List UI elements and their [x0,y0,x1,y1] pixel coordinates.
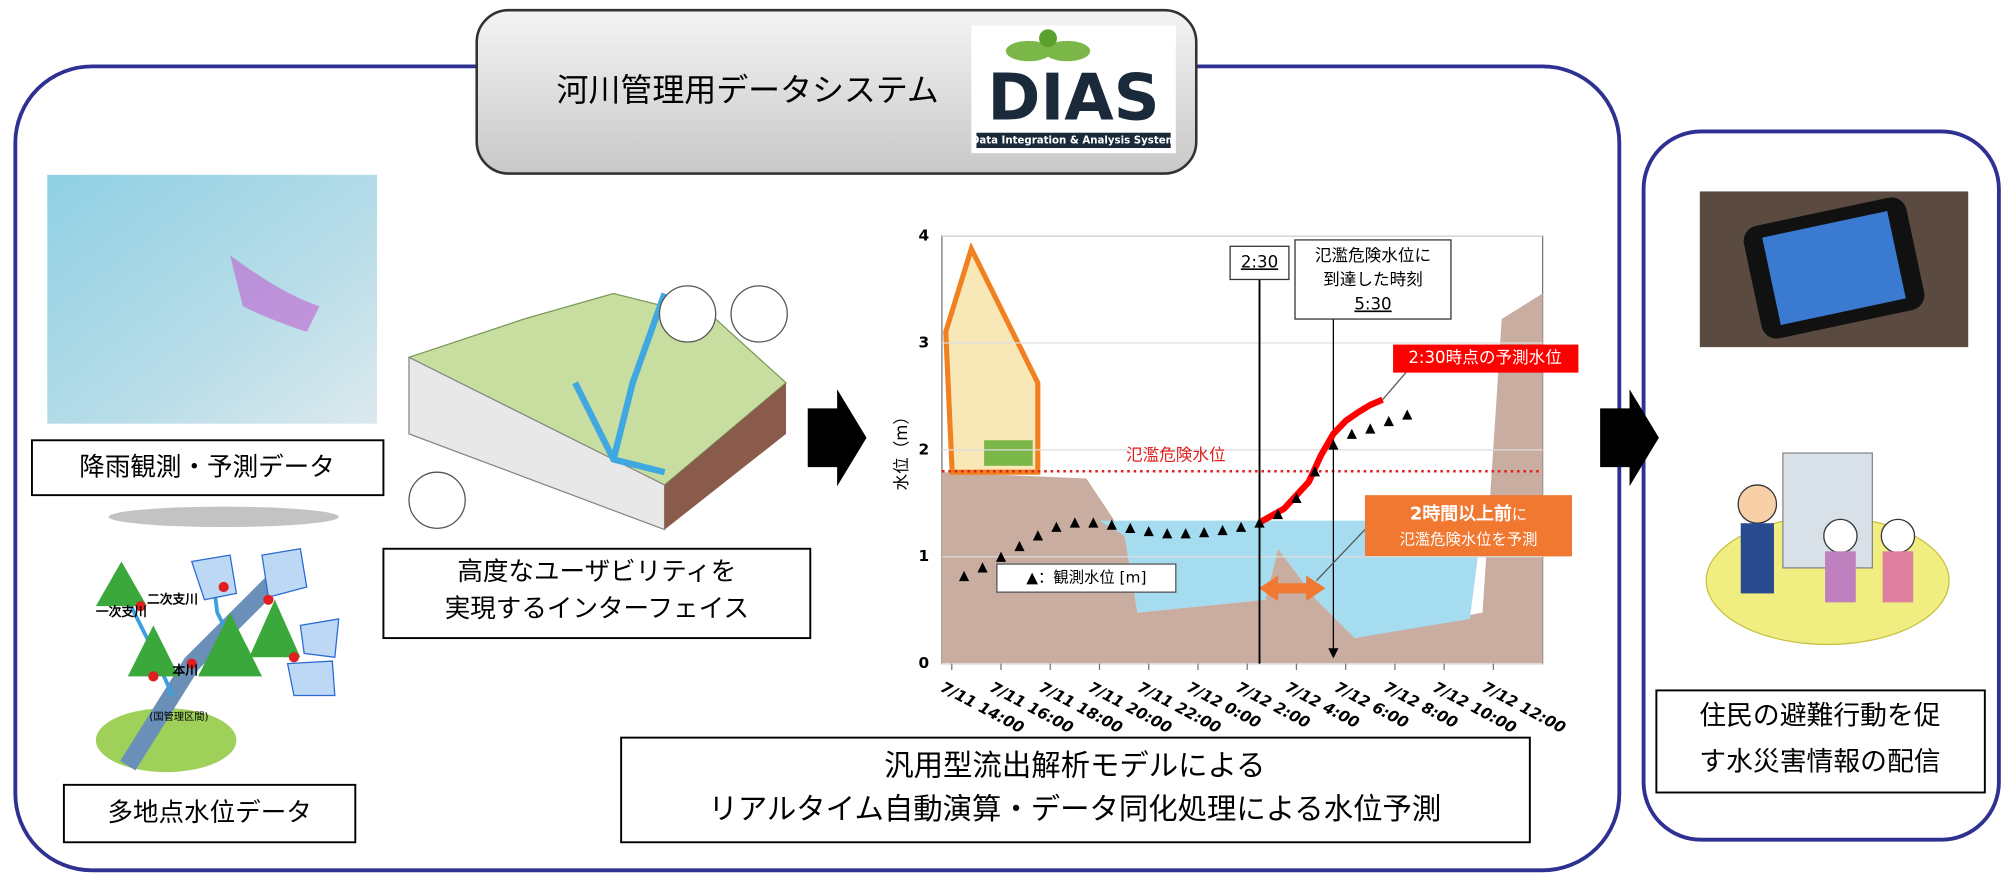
observed-point [1014,540,1025,552]
model-box [620,736,1531,844]
lead-leader [1315,529,1366,582]
y-tick-label: 0 [918,654,929,672]
water-label-box [62,783,357,844]
danger-label: 氾濫危険水位 [1126,445,1226,464]
logo-bar [976,132,1171,149]
observed-point [1162,528,1173,539]
observed-point [995,551,1007,562]
hedge [984,440,1033,466]
observed-point [1383,415,1394,427]
model-line: リアルタイム自動演算・データ同化処理による水位予測 [708,792,1441,826]
predicted-label-box [1393,344,1579,373]
reach-label: 到達した時刻 [1323,270,1423,289]
reach-label: 5:30 [1354,295,1391,314]
right-box [1655,689,1986,794]
y-tick-label: 1 [918,547,929,565]
phone-screen [1762,211,1906,325]
observed-point [1328,439,1339,450]
lead-box [1364,495,1573,557]
observed-point [1346,428,1357,439]
observed-point [1365,423,1376,434]
interface-box [382,547,812,640]
observed-point [1051,521,1062,532]
lead-rest: に [1512,505,1527,523]
observed-point [1106,519,1117,530]
model-line: 汎用型流出解析モデルによる [884,748,1265,782]
reach-arrowhead [1328,648,1339,659]
now-box [1229,245,1290,281]
observed-point [1291,492,1302,504]
y-tick-label: 2 [918,440,929,458]
lead-arrow [1258,575,1326,602]
house [943,241,1041,475]
logo-subtitle: Data Integration & Analysis System [971,135,1176,146]
observed-point [977,562,988,573]
interface-line: 高度なユーザビリティを [457,557,736,587]
right-line: す水災害情報の配信 [1699,747,1940,778]
arrow [807,389,867,487]
predicted-label: 2:30時点の予測水位 [1408,348,1562,367]
observed-point [1032,530,1044,541]
reach-box [1294,239,1452,320]
logo-leaf [1044,40,1091,62]
observed-point [1125,522,1136,533]
legend-entry: ▲：観測水位 [m] [1026,569,1146,587]
y-tick-label: 4 [918,227,929,245]
observed-point [1143,525,1154,537]
interface-line: 実現するインターフェイス [445,594,749,624]
lead-line: 氾濫危険水位を予測 [1400,530,1538,548]
river-network [95,506,340,773]
lead-bold: 2時間以上前 [1410,502,1512,524]
now-label: 2:30 [1241,252,1278,271]
lead-line: 2時間以上前に [1410,502,1527,524]
observed-point [1180,528,1191,539]
rain-cell [230,255,320,332]
observed-point [1402,409,1413,420]
observed-point [1088,517,1099,528]
y-axis-label: 水位（m） [892,408,911,490]
logo-leaf [1005,40,1052,62]
river-label: (国管理区間) [149,710,208,723]
rain-label-box [30,439,385,497]
legend-box [996,563,1177,593]
evacuation-illustration [1705,452,1950,646]
y-tick-label: 3 [918,333,929,351]
observed-point [1235,521,1247,532]
observed-point [1217,524,1228,536]
right-line: 住民の避難行動を促 [1699,701,1940,732]
observed-point [1069,517,1080,528]
observed-point [1309,466,1321,477]
water-label: 多地点水位データ [107,798,311,828]
river-label: 本川 [173,663,199,679]
observed-point [958,570,970,582]
observed-point [1254,517,1265,528]
predicted-line [1257,396,1384,526]
terrain-model [407,285,788,531]
arrow [1600,389,1659,487]
rain-map [47,174,378,424]
predicted-leader [1382,372,1407,401]
river-label: 二次支川 [147,591,198,607]
logo: DIAS [987,62,1159,136]
rain-label: 降雨観測・予測データ [79,452,335,482]
observed-point [1272,508,1284,520]
reach-label: 氾濫危険水位に [1315,246,1431,265]
title: 河川管理用データシステム [557,71,939,109]
river-label: 一次支川 [96,604,147,620]
logo-globe [1039,29,1057,48]
observed-point [1199,527,1210,538]
